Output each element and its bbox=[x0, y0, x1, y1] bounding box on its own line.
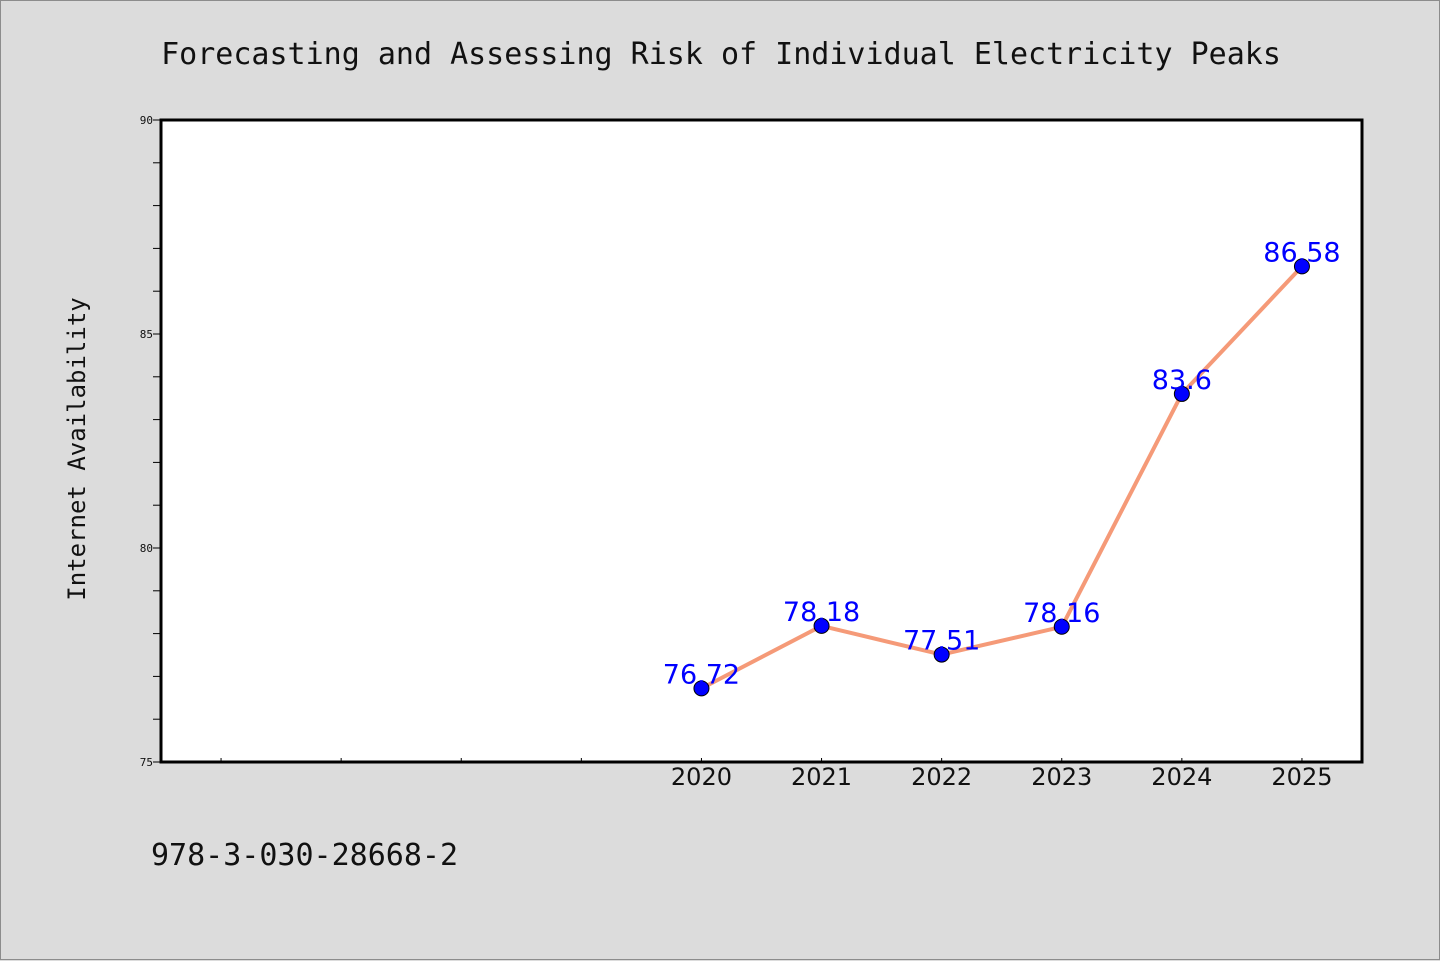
data-label: 86.58 bbox=[1263, 237, 1340, 268]
footer-isbn: 978-3-030-28668-2 bbox=[151, 838, 458, 873]
data-label: 78.18 bbox=[783, 597, 860, 628]
series-line bbox=[700, 265, 1304, 691]
data-label: 77.51 bbox=[903, 626, 980, 657]
x-tick-label: 2020 bbox=[671, 763, 732, 791]
data-point bbox=[813, 617, 830, 634]
data-label: 76.72 bbox=[663, 659, 740, 690]
x-tick-label: 2025 bbox=[1271, 763, 1332, 791]
x-tick-label: 2024 bbox=[1151, 763, 1212, 791]
data-point bbox=[1053, 618, 1070, 635]
y-tick-label: 90 bbox=[140, 114, 153, 127]
y-tick-label: 85 bbox=[140, 328, 153, 341]
data-point bbox=[1173, 385, 1190, 402]
data-label: 83.6 bbox=[1152, 365, 1212, 396]
x-tick-label: 2021 bbox=[791, 763, 852, 791]
data-point bbox=[1293, 258, 1310, 275]
data-label: 78.16 bbox=[1023, 598, 1100, 629]
plot-frame bbox=[159, 118, 1364, 764]
x-tick-label: 2022 bbox=[911, 763, 972, 791]
plot-area bbox=[161, 120, 1362, 762]
series-layer: 76.72 78.18 77.51 78.16 83.6 86.58 bbox=[663, 237, 1341, 697]
data-point bbox=[933, 646, 950, 663]
data-point bbox=[693, 680, 710, 697]
y-tick-label: 80 bbox=[140, 542, 153, 555]
axis-ticks: 75 80 85 90 2020 2021 2022 2023 2024 2025 bbox=[140, 114, 1333, 791]
x-tick-label: 2023 bbox=[1031, 763, 1092, 791]
y-tick-label: 75 bbox=[140, 756, 153, 769]
y-axis-label: Internet Availability bbox=[63, 297, 91, 600]
chart-title: Forecasting and Assessing Risk of Indivi… bbox=[161, 37, 1281, 72]
